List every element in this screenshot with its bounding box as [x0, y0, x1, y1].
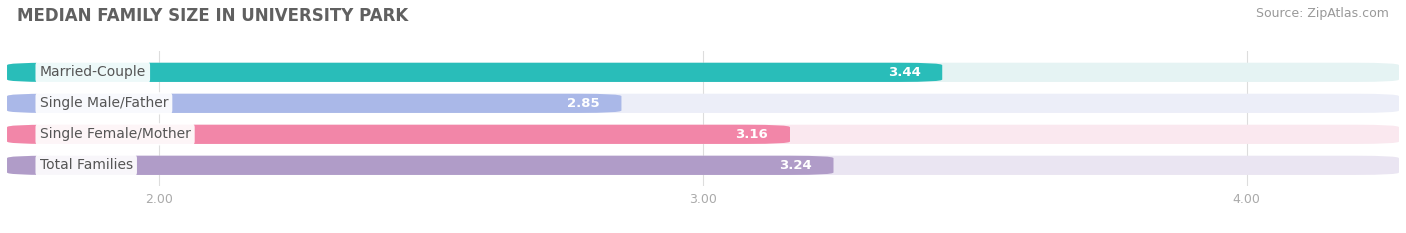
Text: MEDIAN FAMILY SIZE IN UNIVERSITY PARK: MEDIAN FAMILY SIZE IN UNIVERSITY PARK: [17, 7, 408, 25]
Text: Total Families: Total Families: [39, 158, 132, 172]
FancyBboxPatch shape: [7, 94, 1399, 113]
Text: Married-Couple: Married-Couple: [39, 65, 146, 79]
Text: Source: ZipAtlas.com: Source: ZipAtlas.com: [1256, 7, 1389, 20]
FancyBboxPatch shape: [7, 125, 790, 144]
FancyBboxPatch shape: [7, 63, 1399, 82]
Text: 2.85: 2.85: [567, 97, 600, 110]
FancyBboxPatch shape: [7, 156, 834, 175]
Text: 3.16: 3.16: [735, 128, 768, 141]
FancyBboxPatch shape: [7, 156, 1399, 175]
FancyBboxPatch shape: [7, 125, 1399, 144]
Text: Single Male/Father: Single Male/Father: [39, 96, 169, 110]
FancyBboxPatch shape: [7, 63, 942, 82]
FancyBboxPatch shape: [7, 94, 621, 113]
Text: 3.44: 3.44: [887, 66, 921, 79]
Text: Single Female/Mother: Single Female/Mother: [39, 127, 191, 141]
Text: 3.24: 3.24: [779, 159, 811, 172]
